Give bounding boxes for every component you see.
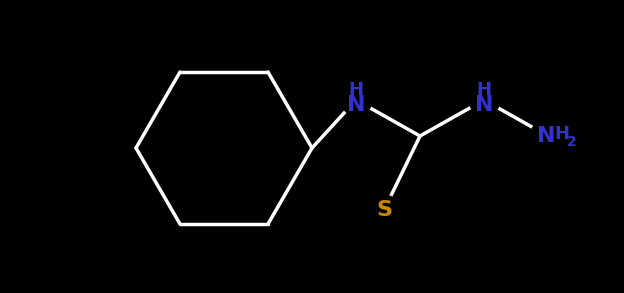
Text: N: N (347, 95, 365, 115)
Text: N: N (475, 95, 493, 115)
Text: N: N (537, 126, 555, 146)
Text: 2: 2 (567, 135, 577, 149)
Text: S: S (376, 200, 392, 220)
Text: H: H (477, 81, 492, 99)
Text: H: H (555, 125, 570, 143)
Text: H: H (348, 81, 364, 99)
